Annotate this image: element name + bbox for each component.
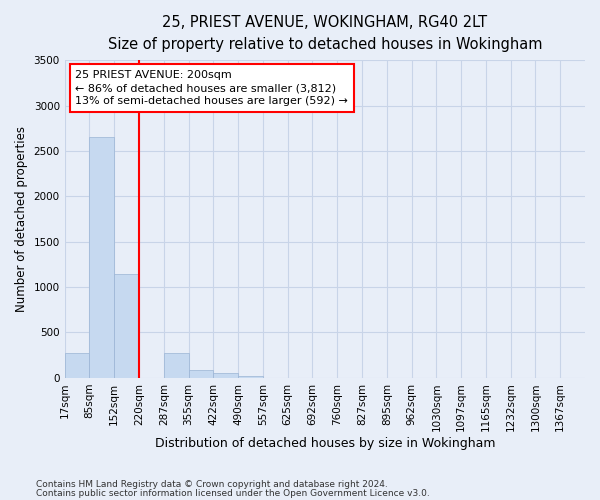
Bar — [89, 138, 114, 378]
Bar — [65, 354, 89, 378]
Y-axis label: Number of detached properties: Number of detached properties — [15, 126, 28, 312]
Bar — [114, 274, 139, 378]
Bar — [188, 370, 214, 378]
Text: 25 PRIEST AVENUE: 200sqm
← 86% of detached houses are smaller (3,812)
13% of sem: 25 PRIEST AVENUE: 200sqm ← 86% of detach… — [75, 70, 348, 106]
X-axis label: Distribution of detached houses by size in Wokingham: Distribution of detached houses by size … — [155, 437, 495, 450]
Bar — [164, 354, 188, 378]
Title: 25, PRIEST AVENUE, WOKINGHAM, RG40 2LT
Size of property relative to detached hou: 25, PRIEST AVENUE, WOKINGHAM, RG40 2LT S… — [107, 15, 542, 52]
Text: Contains public sector information licensed under the Open Government Licence v3: Contains public sector information licen… — [36, 488, 430, 498]
Text: Contains HM Land Registry data © Crown copyright and database right 2024.: Contains HM Land Registry data © Crown c… — [36, 480, 388, 489]
Bar — [214, 374, 238, 378]
Bar — [238, 376, 263, 378]
